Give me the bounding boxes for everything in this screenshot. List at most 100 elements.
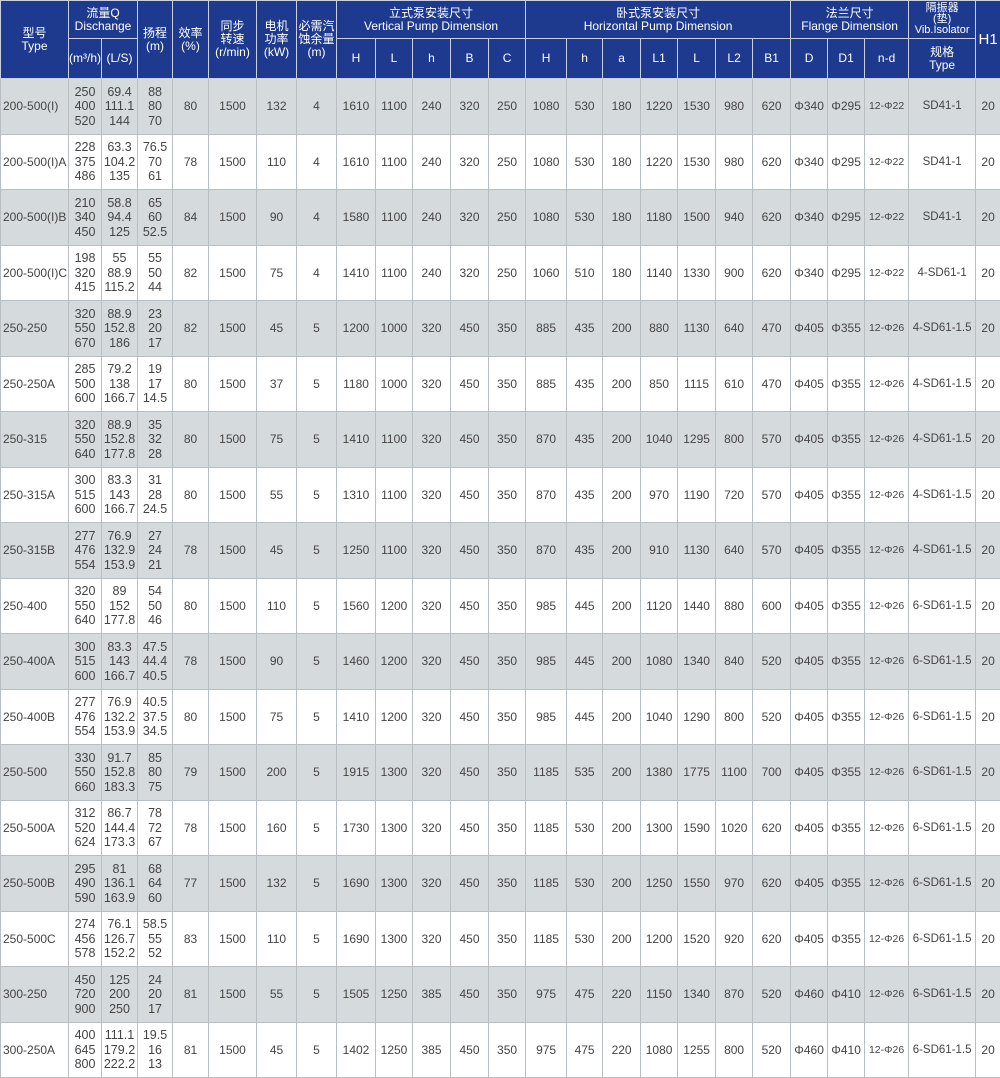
cell-vertical-h: 1610 xyxy=(337,79,376,135)
cell-flange-d: Φ460 xyxy=(791,1022,828,1078)
header-q-m3h: (m³/h) xyxy=(69,39,102,79)
cell-power: 45 xyxy=(257,523,297,579)
cell-vertical-h: 1410 xyxy=(337,245,376,301)
cell-isolator-type: 6-SD61-1.5 xyxy=(909,689,976,745)
cell-vertical-h: 1560 xyxy=(337,578,376,634)
cell-head-value: 31 xyxy=(138,473,172,488)
cell-flange-n-d: 12-Φ26 xyxy=(865,356,909,412)
cell-horizontal-l: 1190 xyxy=(678,467,716,523)
cell-horizontal-l1: 1220 xyxy=(641,79,678,135)
cell-vertical-l: 1300 xyxy=(376,911,413,967)
cell-flange-d: Φ405 xyxy=(791,412,828,468)
cell-flow-m3h-value: 486 xyxy=(69,169,101,184)
cell-vertical-l: 1100 xyxy=(376,523,413,579)
header-h1: H1 xyxy=(976,1,1000,79)
cell-horizontal-h: 435 xyxy=(567,467,603,523)
cell-head-value: 80 xyxy=(138,765,172,780)
cell-horizontal-a: 200 xyxy=(603,467,641,523)
cell-flange-d: Φ405 xyxy=(791,523,828,579)
cell-isolator-type: 6-SD61-1.5 xyxy=(909,800,976,856)
cell-horizontal-l: 1130 xyxy=(678,301,716,357)
cell-vertical-h: 320 xyxy=(413,523,451,579)
cell-flow-ls-value: 152.2 xyxy=(102,946,137,961)
cell-head-value: 55 xyxy=(138,932,172,947)
cell-npsh: 4 xyxy=(297,190,337,246)
cell-vertical-c: 350 xyxy=(489,856,526,912)
cell-vertical-h: 320 xyxy=(413,578,451,634)
cell-power: 55 xyxy=(257,467,297,523)
cell-type: 250-500 xyxy=(1,745,69,801)
cell-h1: 20 xyxy=(976,689,1000,745)
cell-vertical-b: 450 xyxy=(451,689,489,745)
cell-flow-ls-value: 136.1 xyxy=(102,876,137,891)
cell-speed: 1500 xyxy=(209,689,257,745)
cell-flange-n-d: 12-Φ26 xyxy=(865,689,909,745)
cell-npsh: 5 xyxy=(297,301,337,357)
cell-horizontal-l2: 870 xyxy=(716,967,753,1023)
cell-horizontal-l2: 800 xyxy=(716,689,753,745)
cell-efficiency: 78 xyxy=(173,134,209,190)
cell-h1: 20 xyxy=(976,245,1000,301)
cell-flow-ls-value: 104.2 xyxy=(102,155,137,170)
cell-npsh: 5 xyxy=(297,911,337,967)
cell-isolator-type: 4-SD61-1 xyxy=(909,245,976,301)
cell-head-value: 24 xyxy=(138,973,172,988)
cell-speed: 1500 xyxy=(209,967,257,1023)
cell-flange-n-d: 12-Φ26 xyxy=(865,634,909,690)
cell-horizontal-b1: 470 xyxy=(753,356,791,412)
cell-vertical-h: 320 xyxy=(413,412,451,468)
cell-horizontal-h: 985 xyxy=(526,578,567,634)
cell-efficiency: 81 xyxy=(173,1022,209,1078)
header-head: 扬程 (m) xyxy=(138,1,173,79)
cell-flow-m3h-value: 515 xyxy=(69,488,101,503)
cell-type: 250-250A xyxy=(1,356,69,412)
cell-horizontal-b1: 620 xyxy=(753,856,791,912)
cell-vertical-b: 320 xyxy=(451,245,489,301)
cell-efficiency: 80 xyxy=(173,79,209,135)
cell-h1: 20 xyxy=(976,134,1000,190)
cell-flow-m3h-value: 554 xyxy=(69,724,101,739)
cell-horizontal-l: 1255 xyxy=(678,1022,716,1078)
header-vertical-c: C xyxy=(489,39,526,79)
cell-isolator-type: SD41-1 xyxy=(909,190,976,246)
cell-head-value: 24 xyxy=(138,543,172,558)
cell-flow-ls-value: 143 xyxy=(102,488,137,503)
cell-vertical-c: 350 xyxy=(489,634,526,690)
cell-vertical-h: 1310 xyxy=(337,467,376,523)
cell-flow-m3h-value: 274 xyxy=(69,917,101,932)
cell-vertical-h: 1410 xyxy=(337,412,376,468)
cell-speed: 1500 xyxy=(209,578,257,634)
cell-h1: 20 xyxy=(976,467,1000,523)
cell-flow-m3h-value: 277 xyxy=(69,695,101,710)
cell-vertical-b: 450 xyxy=(451,634,489,690)
cell-flange-d1: Φ355 xyxy=(828,578,865,634)
cell-power: 160 xyxy=(257,800,297,856)
cell-horizontal-a: 220 xyxy=(603,1022,641,1078)
cell-flange-d1: Φ410 xyxy=(828,1022,865,1078)
cell-efficiency: 83 xyxy=(173,911,209,967)
cell-vertical-l: 1250 xyxy=(376,1022,413,1078)
cell-flange-n-d: 12-Φ26 xyxy=(865,523,909,579)
header-vertical-b: B xyxy=(451,39,489,79)
cell-flange-n-d: 12-Φ22 xyxy=(865,245,909,301)
cell-speed: 1500 xyxy=(209,745,257,801)
cell-flow-m3h-value: 320 xyxy=(69,418,101,433)
cell-flow-ls-value: 152.8 xyxy=(102,432,137,447)
cell-isolator-type: 6-SD61-1.5 xyxy=(909,634,976,690)
cell-head-value: 75 xyxy=(138,780,172,795)
cell-head-value: 50 xyxy=(138,599,172,614)
cell-flow-m3h-value: 476 xyxy=(69,710,101,725)
cell-flow-m3h-value: 515 xyxy=(69,654,101,669)
cell-head-value: 17 xyxy=(138,336,172,351)
cell-efficiency: 84 xyxy=(173,190,209,246)
